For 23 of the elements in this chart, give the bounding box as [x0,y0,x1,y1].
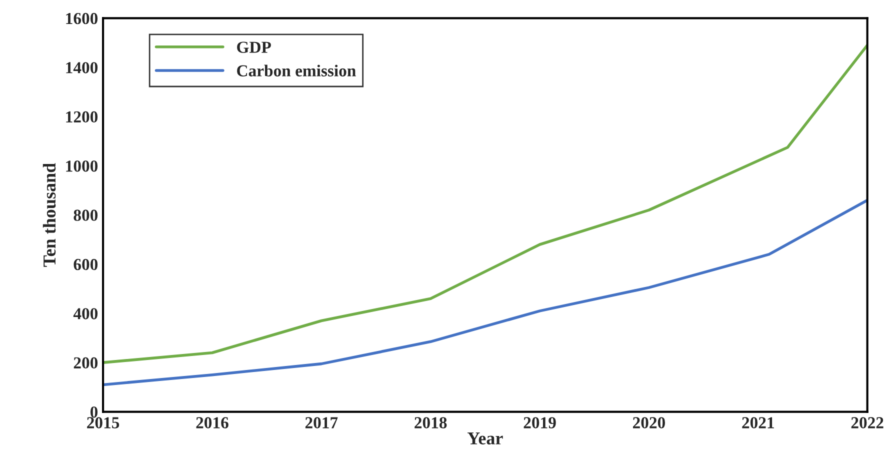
x-tick-label: 2022 [851,417,884,428]
y-tick-label: 400 [73,308,98,320]
line-series [103,44,868,364]
y-tick-label: 1400 [66,62,98,74]
legend-label: GDP [237,42,271,53]
y-tick-label: 1000 [66,160,98,172]
legend-label: Carbon emission [237,64,356,76]
y-tick-label: 600 [74,258,98,270]
x-tick-label: 2017 [305,417,338,428]
y-axis-title: Ten thousand [42,163,56,267]
x-tick-label: 2016 [196,417,228,428]
y-tick-label: 0 [90,406,98,418]
x-tick-label: 2018 [414,417,447,428]
x-axis-title: Year [467,432,503,444]
line-series [103,198,868,386]
y-tick-label: 1200 [66,111,98,123]
x-tick-label: 2019 [524,417,556,428]
x-tick-label: 2015 [87,417,120,428]
y-tick-label: 800 [74,210,98,221]
x-tick-label: 2021 [742,417,774,428]
x-tick-label: 2020 [632,417,665,428]
y-tick-label: 1600 [66,12,98,24]
y-tick-label: 200 [74,357,98,369]
